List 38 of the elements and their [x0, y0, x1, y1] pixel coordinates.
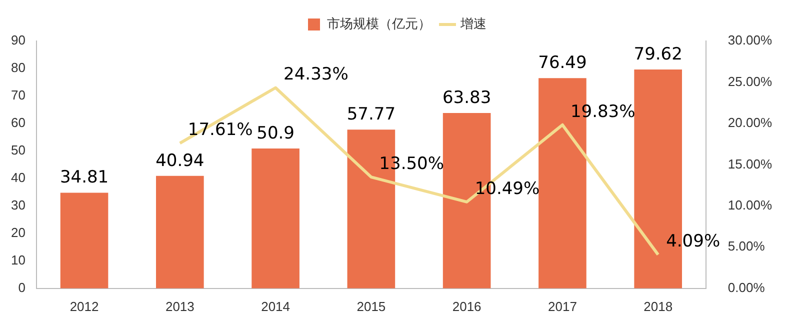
bar	[60, 192, 108, 288]
y-tick-label: 60	[10, 115, 26, 130]
bar	[156, 176, 204, 288]
data-label: 76.49	[538, 53, 587, 74]
data-label: 50.9	[256, 123, 294, 144]
y-tick-label: 10	[10, 252, 26, 268]
legend-label: 增速	[460, 16, 486, 32]
x-tick-label: 2014	[261, 298, 290, 314]
data-label: 79.62	[634, 44, 682, 64]
y-tick-label: 0	[18, 280, 26, 295]
y-tick-label: 90	[10, 32, 26, 48]
x-tick-label: 2016	[452, 298, 482, 314]
bar	[252, 148, 300, 288]
data-label: 34.81	[60, 168, 109, 188]
y-tick-label: 80	[10, 60, 26, 76]
legend-label: 市场规模（亿元）	[327, 16, 431, 32]
y2-tick-label: 20.00%	[728, 115, 772, 130]
x-tick-label: 2015	[356, 298, 386, 314]
data-label: 57.77	[346, 104, 396, 125]
y-tick-label: 50	[10, 142, 26, 158]
y-tick-label: 40	[10, 170, 26, 186]
x-tick-label: 2018	[644, 298, 673, 314]
y2-tick-label: 30.00%	[728, 32, 772, 48]
y2-tick-label: 25.00%	[728, 74, 772, 89]
x-tick-label: 2013	[165, 298, 194, 314]
y2-tick-label: 15.00%	[728, 156, 772, 172]
x-tick-label: 2012	[70, 298, 99, 314]
y-tick-label: 20	[10, 225, 26, 240]
y2-tick-label: 5.00%	[728, 238, 766, 254]
y2-tick-label: 0.00%	[728, 280, 766, 295]
data-label: 17.61%	[188, 120, 253, 140]
y2-tick-label: 10.00%	[728, 198, 772, 213]
x-tick-label: 2017	[548, 298, 577, 314]
y-tick-label: 30	[10, 198, 26, 213]
data-label: 40.94	[156, 150, 204, 171]
data-label: 63.83	[442, 88, 492, 108]
data-label: 24.33%	[284, 64, 348, 85]
y-tick-label: 70	[10, 88, 26, 103]
